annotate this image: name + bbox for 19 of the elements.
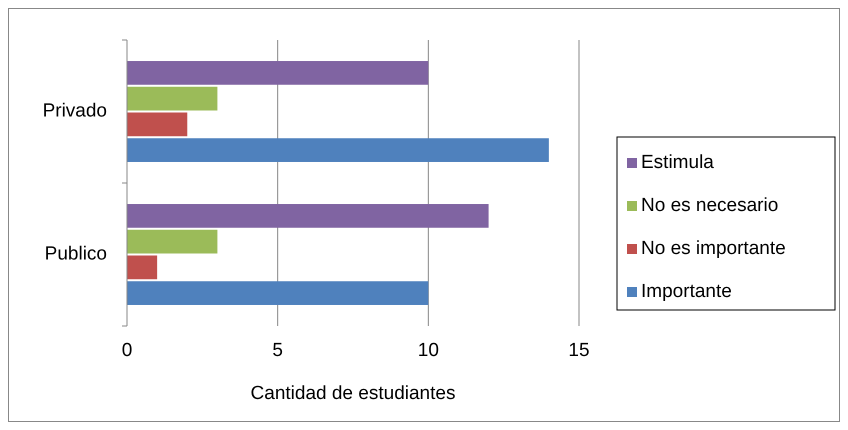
- y-tick-label: Publico: [44, 244, 107, 265]
- bar: [127, 204, 489, 228]
- legend-label: Importante: [641, 281, 732, 302]
- bar: [127, 138, 549, 162]
- x-tick-label: 15: [568, 340, 590, 361]
- bar: [127, 230, 218, 254]
- bar: [127, 61, 428, 85]
- bar: [127, 86, 218, 110]
- x-axis-title: Cantidad de estudiantes: [250, 383, 456, 404]
- y-tick-label: Privado: [42, 100, 107, 122]
- x-tick-label: 10: [418, 340, 439, 361]
- x-tick-label: 5: [272, 340, 283, 361]
- legend-label: No es necesario: [641, 195, 778, 216]
- bar: [127, 281, 428, 305]
- legend-label: No es importante: [641, 238, 786, 260]
- bar: [127, 256, 158, 280]
- legend-label: Estimula: [641, 152, 714, 174]
- bar: [127, 112, 188, 136]
- x-tick-label: 0: [122, 340, 132, 361]
